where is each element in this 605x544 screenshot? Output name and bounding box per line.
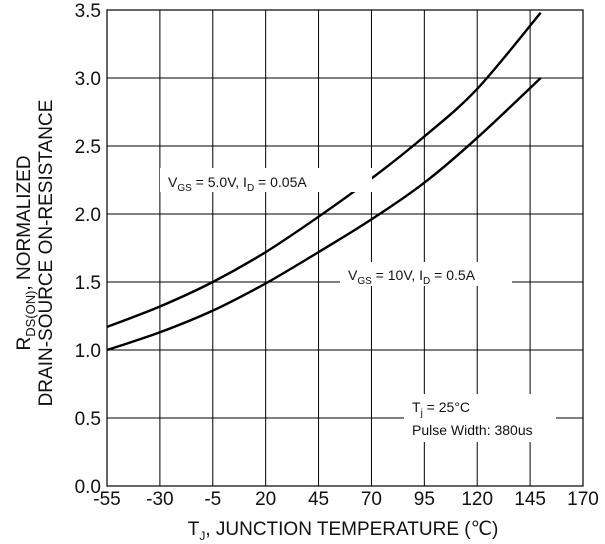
x-tick-label: -55 bbox=[93, 489, 120, 510]
conditions-bg bbox=[404, 394, 556, 442]
x-axis-title: TJ, JUNCTION TEMPERATURE (℃) bbox=[188, 519, 499, 543]
plot-frame bbox=[106, 9, 584, 487]
x-tick-label: 20 bbox=[255, 489, 276, 510]
y-tick-label: 2.0 bbox=[75, 205, 101, 226]
conditions-pulse-width: Pulse Width: 380us bbox=[412, 422, 533, 438]
y-axis-title-line1: RDS(ON), NORMALIZED bbox=[14, 155, 38, 350]
x-tick-label: 70 bbox=[361, 489, 382, 510]
y-tick-label: 2.5 bbox=[75, 137, 101, 158]
series-1-label-bg bbox=[160, 168, 372, 192]
y-axis-title-line2: DRAIN-SOURCE ON-RESISTANCE bbox=[36, 100, 57, 407]
series-2-label-bg bbox=[340, 262, 512, 286]
series-line-2 bbox=[106, 77, 542, 352]
y-tick-label: 3.5 bbox=[75, 1, 101, 22]
y-tick-label: 0.0 bbox=[75, 477, 101, 498]
series-2-label: VGS = 10V, ID = 0.5A bbox=[348, 267, 476, 287]
x-tick-label: 95 bbox=[414, 489, 435, 510]
x-tick-label: -5 bbox=[204, 489, 221, 510]
y-tick-label: 1.0 bbox=[75, 341, 101, 362]
series-1-label: VGS = 5.0V, ID = 0.05A bbox=[168, 174, 307, 194]
x-tick-label: 170 bbox=[567, 489, 599, 510]
series-lines bbox=[106, 11, 542, 352]
y-tick-label: 1.5 bbox=[75, 273, 101, 294]
conditions-temperature: Tj = 25°C bbox=[412, 399, 470, 419]
y-tick-labels: 0.0 0.5 1.0 1.5 2.0 2.5 3.0 3.5 bbox=[75, 1, 101, 498]
y-tick-label: 0.5 bbox=[75, 409, 101, 430]
x-tick-label: -30 bbox=[146, 489, 173, 510]
series-line-1 bbox=[106, 11, 542, 329]
x-tick-label: 145 bbox=[514, 489, 546, 510]
x-tick-labels: -55 -30 -5 20 45 70 95 120 145 170 bbox=[93, 489, 599, 510]
y-tick-label: 3.0 bbox=[75, 69, 101, 90]
x-tick-label: 45 bbox=[308, 489, 329, 510]
x-tick-label: 120 bbox=[461, 489, 493, 510]
